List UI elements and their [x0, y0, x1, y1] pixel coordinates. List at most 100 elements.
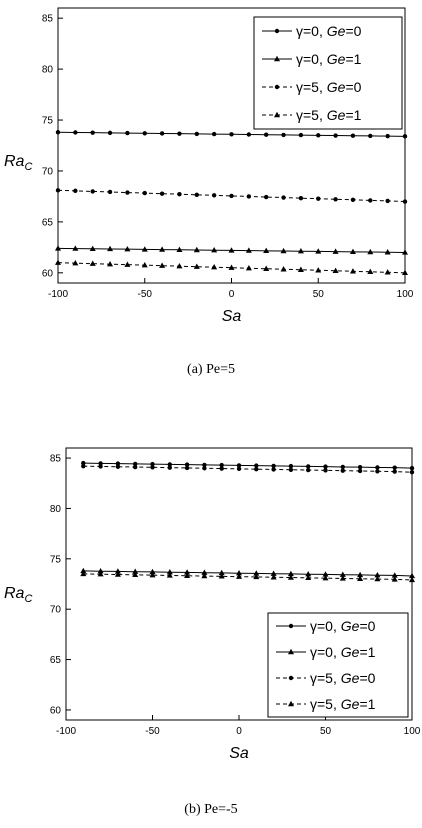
chart-b-series-1-point-9 — [236, 570, 242, 576]
chart-b-series-2-line — [83, 465, 413, 473]
chart-a-series-2 — [55, 188, 408, 204]
chart-b-series-3-point-1 — [97, 571, 104, 577]
chart-a-x-tick-label-0: -100 — [48, 289, 68, 300]
chart-b-x-tick-label-0: -100 — [56, 726, 76, 737]
chart-a-caption: (a) Pe=5 — [187, 362, 235, 377]
chart-a-legend: γ=0, Ge=0 γ=0, Ge=1 γ=5, Ge=0 γ=5, Ge=1 — [253, 16, 403, 130]
chart-b-legend-marker-0 — [288, 623, 294, 629]
chart-a-series-1-point-1 — [72, 245, 79, 251]
chart-b-series-3-point-10 — [253, 573, 260, 580]
chart-b-series-2-point-5 — [167, 465, 172, 470]
chart-b-series-3-point-11 — [270, 574, 277, 580]
chart-a-series-2-line — [57, 189, 406, 203]
chart-panel-a: -100 -50 0 50 100 60 65 70 75 80 85 Sa RaC γ=0, Ge=0 γ… — [0, 0, 422, 400]
chart-b-series-1-point-14 — [322, 571, 329, 577]
chart-b-series-1-point-5 — [166, 569, 173, 575]
chart-b-series-3-point-6 — [184, 572, 191, 578]
chart-a-series-2-point-4 — [125, 190, 130, 195]
chart-b-series-0-point-2 — [115, 461, 121, 466]
chart-a-series-2-point-1 — [73, 188, 78, 194]
chart-b-series-2-point-0 — [81, 463, 86, 469]
chart-a-series-1-point-6 — [159, 246, 166, 252]
chart-b-series-1-point-1 — [97, 568, 104, 574]
chart-a-series-2-point-12 — [264, 194, 269, 200]
chart-b-y-axis-label: RaC — [4, 585, 32, 605]
chart-a-series-3-line — [57, 262, 406, 274]
chart-a-series-1-point-7 — [176, 246, 183, 252]
chart-a-series-0 — [55, 130, 408, 139]
chart-b-caption: (b) Pe=-5 — [184, 802, 238, 817]
chart-a-series-3-point-16 — [332, 267, 339, 273]
chart-a-series-3-point-17 — [349, 268, 356, 274]
chart-b-series-1-point-15 — [339, 571, 346, 577]
chart-a-legend-label-0: γ=0, Ge=0 — [296, 23, 362, 39]
chart-b-series-0-point-14 — [323, 464, 328, 469]
chart-a-series-3-point-19 — [384, 269, 391, 275]
chart-b-x-axis-label: Sa — [229, 745, 249, 762]
chart-a-series-3-point-18 — [367, 268, 374, 274]
chart-a-legend-label-1: γ=0, Ge=1 — [296, 51, 362, 67]
chart-a-series-2-point-10 — [229, 193, 234, 199]
chart-b-legend-box — [267, 612, 409, 718]
chart-b-legend-label-2: γ=5, Ge=0 — [310, 670, 376, 686]
chart-a-legend-marker-3 — [274, 111, 280, 118]
chart-b-series-0-point-19 — [409, 465, 415, 471]
chart-a-legend-marker-1 — [274, 55, 280, 62]
chart-a-legend-box — [253, 16, 403, 130]
chart-a-y-tick-label-5: 85 — [42, 14, 54, 25]
chart-b-series-0-point-12 — [288, 463, 294, 469]
chart-a-series-2-point-7 — [177, 191, 182, 197]
chart-a-series-3-point-4 — [124, 261, 131, 267]
chart-b-series-2-point-18 — [392, 469, 397, 474]
chart-a-series-3-point-5 — [141, 261, 148, 268]
chart-a-series-1-point-14 — [297, 248, 304, 254]
chart-a-y-tick-label-1: 65 — [42, 217, 54, 228]
chart-b-series-1-point-10 — [253, 570, 260, 576]
chart-b-series-2-point-12 — [288, 467, 294, 472]
chart-b-y-tick-label-0: 60 — [50, 705, 62, 716]
chart-b-legend: γ=0, Ge=0 γ=0, Ge=1 γ=5, Ge=0 γ=5, Ge=1 — [267, 612, 409, 718]
chart-a-series-0-point-3 — [107, 130, 113, 136]
chart-b-series-0-line — [83, 462, 413, 469]
chart-b-series-0-point-0 — [81, 460, 86, 466]
chart-a-series-0-point-15 — [316, 133, 321, 138]
chart-b-series-3-point-2 — [114, 571, 121, 577]
chart-b-series-0 — [81, 460, 415, 471]
chart-a-legend-label-2: γ=5, Ge=0 — [296, 79, 362, 95]
chart-b-y-tick-label-1: 65 — [50, 655, 62, 666]
chart-b-series-2-point-16 — [357, 468, 363, 474]
chart-a-series-0-point-1 — [73, 130, 78, 135]
chart-a-series-3-point-2 — [89, 260, 96, 266]
chart-a-series-1-point-17 — [349, 248, 356, 255]
chart-b-series-1-point-2 — [114, 568, 121, 574]
chart-b-series-0-point-18 — [392, 465, 397, 470]
chart-a-x-axis-label: Sa — [222, 308, 242, 325]
chart-a-series-3-point-1 — [72, 259, 79, 266]
chart-b-series-2-point-10 — [254, 466, 259, 472]
chart-b-series-0-point-1 — [98, 461, 103, 466]
chart-a-series-3-point-8 — [193, 263, 200, 269]
chart-a-y-tick-label-0: 60 — [42, 268, 54, 279]
chart-b-series-2-point-11 — [271, 467, 276, 472]
chart-a-series-3-point-7 — [176, 262, 183, 269]
chart-b-series-3-point-4 — [149, 571, 156, 578]
chart-b-series-1-point-7 — [201, 569, 208, 575]
chart-a-series-2-point-15 — [316, 196, 321, 201]
chart-b-legend-label-1: γ=0, Ge=1 — [310, 644, 376, 660]
chart-a-series-0-point-5 — [142, 131, 147, 136]
chart-a-series-3-point-0 — [55, 259, 61, 265]
chart-a-series-1-point-4 — [124, 245, 131, 252]
chart-b-series-1-point-3 — [132, 568, 139, 574]
chart-b-series-1-point-19 — [409, 572, 415, 579]
chart-b-y-tick-label-4: 80 — [50, 504, 62, 515]
chart-a-series-3-point-6 — [159, 262, 166, 268]
chart-a-series-1-point-19 — [384, 249, 391, 255]
chart-b-series-0-point-6 — [184, 462, 190, 467]
chart-b-series-1-point-4 — [149, 568, 156, 575]
chart-b-series-0-point-13 — [306, 464, 311, 469]
chart-b-legend-label-3: γ=5, Ge=1 — [310, 696, 376, 712]
chart-a-series-2-point-8 — [194, 192, 199, 197]
chart-a-series-3-point-14 — [297, 266, 304, 272]
chart-b-series-2-point-1 — [98, 464, 103, 469]
